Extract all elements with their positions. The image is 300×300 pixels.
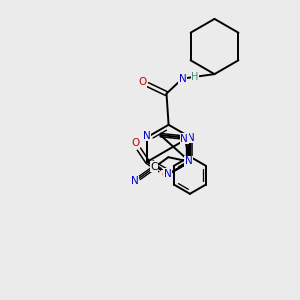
- Text: N: N: [180, 134, 188, 144]
- Text: N: N: [185, 156, 193, 166]
- Text: N: N: [143, 131, 151, 141]
- Text: N: N: [164, 169, 171, 179]
- Text: O: O: [138, 77, 146, 87]
- Text: C: C: [150, 162, 158, 172]
- Text: O: O: [131, 138, 140, 148]
- Text: H: H: [191, 72, 199, 82]
- Text: N: N: [131, 176, 139, 186]
- Text: N: N: [187, 133, 194, 143]
- Text: O: O: [161, 170, 170, 181]
- Text: N: N: [178, 74, 186, 84]
